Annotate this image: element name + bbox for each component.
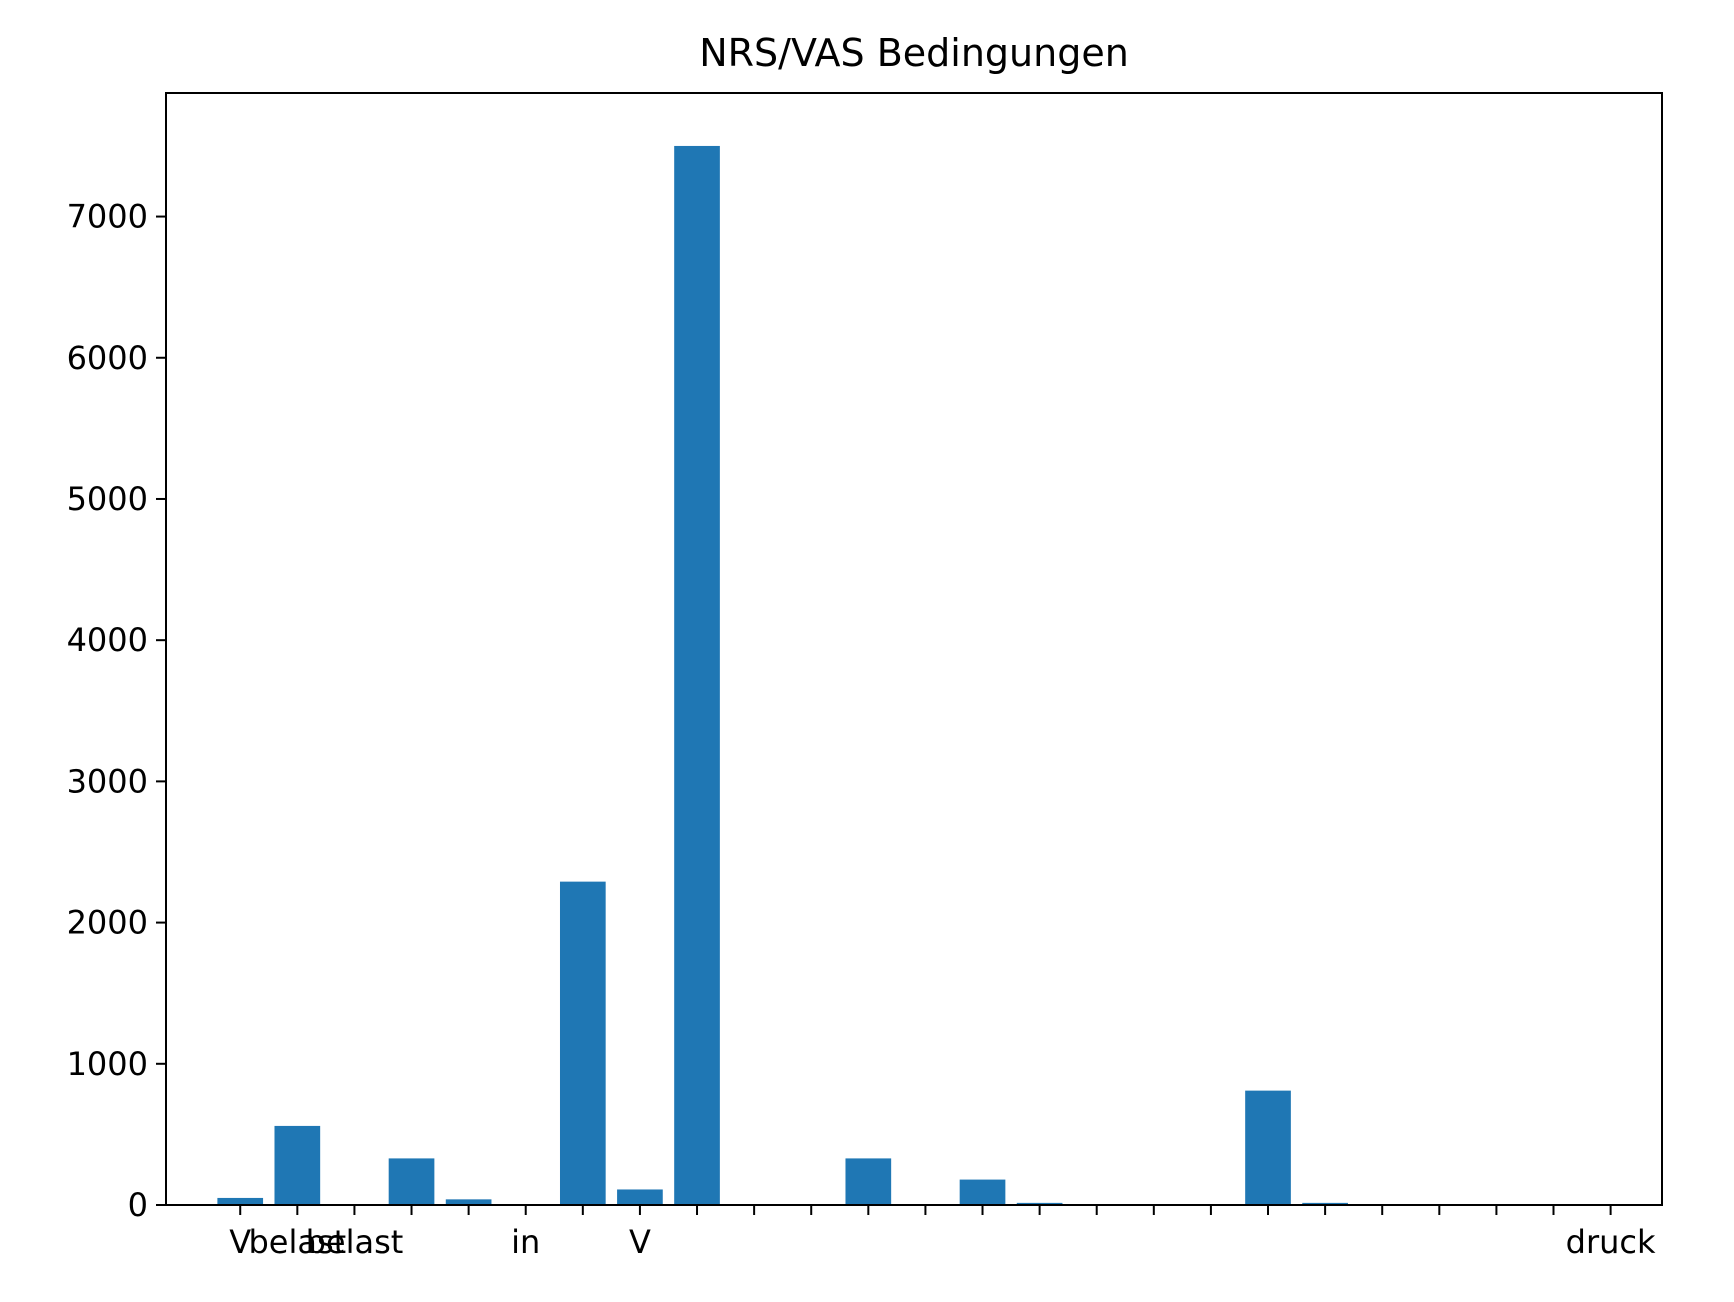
y-tick-label-4: 4000 <box>67 621 148 659</box>
x-tick-label-7: V <box>629 1223 651 1261</box>
plot-frame <box>165 92 1663 1206</box>
bar-3 <box>388 1158 435 1205</box>
y-tick-label-2: 2000 <box>67 904 148 942</box>
y-tick-label-7: 7000 <box>67 198 148 236</box>
y-tick-label-6: 6000 <box>67 339 148 377</box>
bar-6 <box>559 881 606 1205</box>
bar-8 <box>674 145 720 1205</box>
bars-group <box>217 145 1348 1205</box>
bar-4 <box>445 1199 492 1205</box>
bar-18 <box>1245 1090 1291 1205</box>
bar-7 <box>617 1189 663 1205</box>
x-tick-label-24: druck <box>1566 1223 1656 1261</box>
y-tick-label-5: 5000 <box>67 480 148 518</box>
y-axis: 0 1000 2000 3000 4000 5000 6000 7000 <box>67 198 166 1224</box>
bar-13 <box>959 1179 1006 1205</box>
bar-19 <box>1302 1202 1348 1205</box>
x-tick-label-5: in <box>511 1223 540 1261</box>
bar-0 <box>217 1197 264 1205</box>
bar-11 <box>845 1158 892 1205</box>
chart-title: NRS/VAS Bedingungen <box>699 31 1129 75</box>
y-tick-label-1: 1000 <box>67 1045 148 1083</box>
x-tick-label-2: belast <box>306 1223 404 1261</box>
bar-1 <box>274 1125 321 1205</box>
y-tick-label-0: 0 <box>128 1186 148 1224</box>
x-tick-label-0: V <box>229 1223 251 1261</box>
bar-14 <box>1016 1202 1063 1205</box>
x-tick-label-1: belast <box>248 1223 346 1261</box>
y-tick-label-3: 3000 <box>67 762 148 800</box>
